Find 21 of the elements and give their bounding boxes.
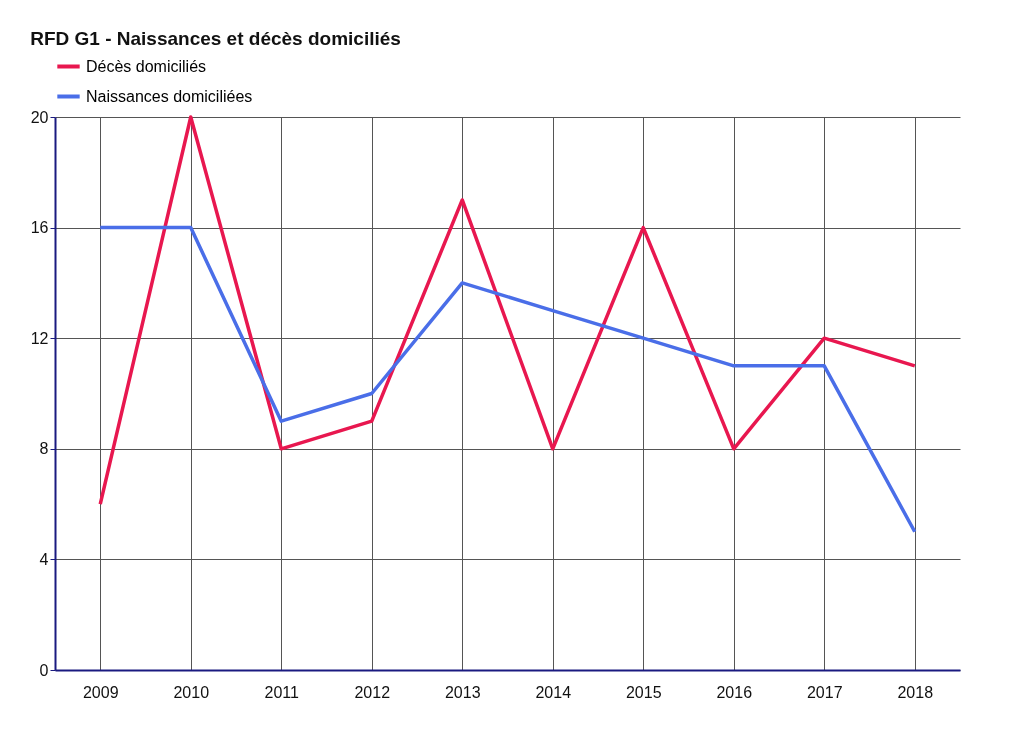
- x-tick-label: 2011: [264, 683, 300, 701]
- chart-title: RFD G1 - Naissances et décès domiciliés: [30, 28, 401, 49]
- x-tick-label: 2018: [897, 683, 934, 701]
- y-tick-label: 20: [30, 108, 49, 126]
- line-series: [98, 115, 917, 506]
- x-tick-label: 2010: [173, 683, 210, 701]
- y-tick-label: 16: [30, 219, 49, 237]
- line-series: [98, 225, 917, 534]
- x-tick-label: 2013: [444, 683, 481, 701]
- y-tick-label: 4: [39, 550, 49, 568]
- legend-label: Naissances domiciliées: [86, 87, 253, 105]
- x-tick-label: 2014: [535, 683, 572, 701]
- x-tick-label: 2015: [625, 683, 662, 701]
- x-tick-label: 2009: [82, 683, 119, 701]
- x-tick-label: 2016: [716, 683, 753, 701]
- y-tick-label: 12: [30, 329, 49, 347]
- y-tick-label: 8: [39, 440, 49, 458]
- legend-label: Décès domiciliés: [86, 57, 207, 75]
- x-tick-label: 2012: [354, 683, 391, 701]
- y-tick-label: 0: [39, 661, 49, 679]
- x-tick-label: 2017: [806, 683, 843, 701]
